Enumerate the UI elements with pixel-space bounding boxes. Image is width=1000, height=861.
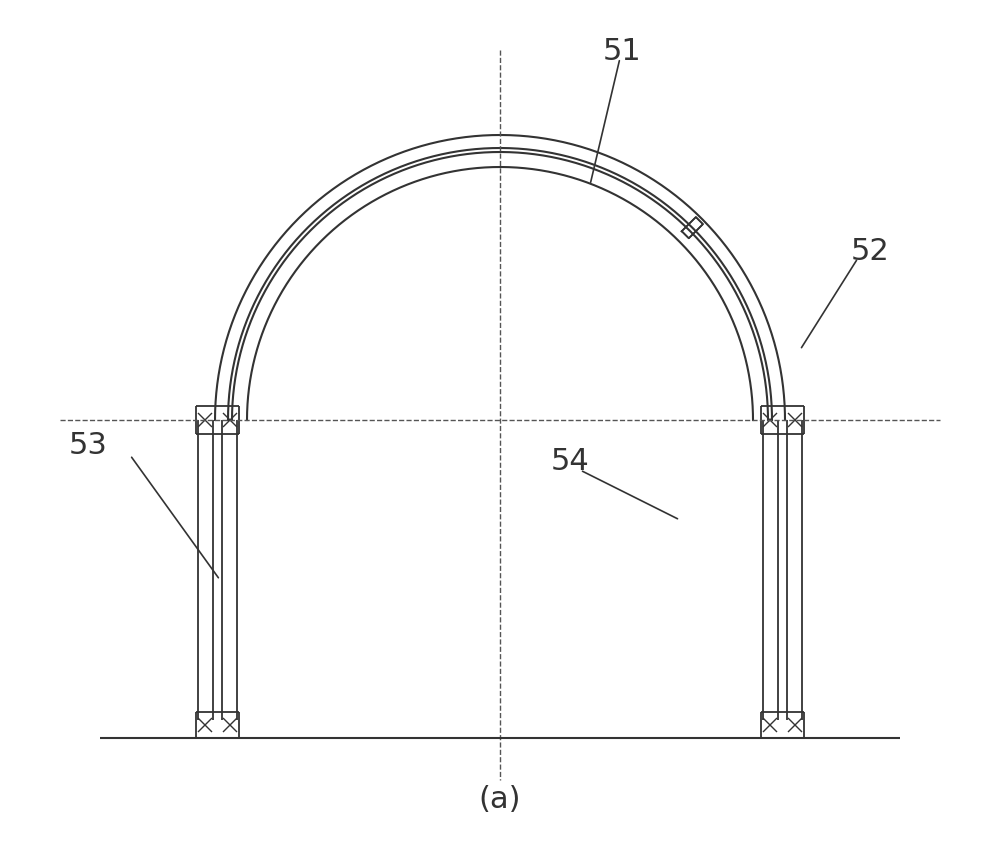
Text: 51: 51 <box>603 38 641 66</box>
Text: 52: 52 <box>851 238 889 267</box>
Text: 54: 54 <box>551 448 589 476</box>
Text: 53: 53 <box>69 430 107 460</box>
Text: (a): (a) <box>479 785 521 815</box>
